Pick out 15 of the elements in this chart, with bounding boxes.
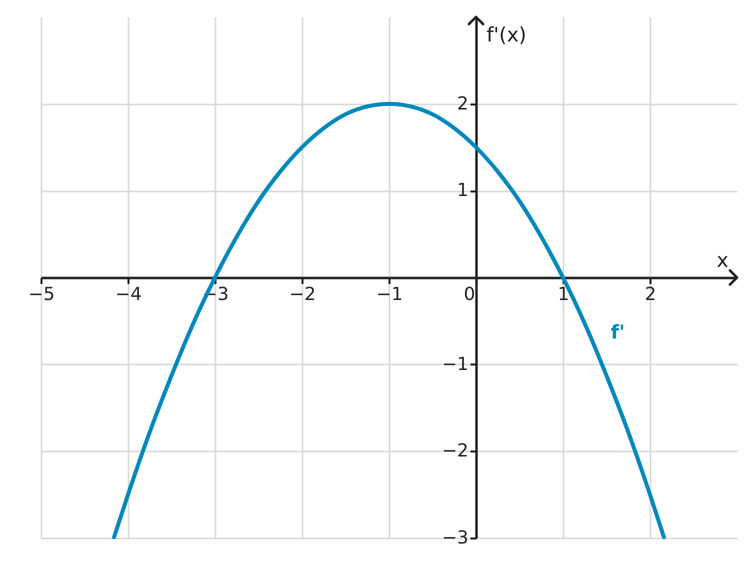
x-tick-label: −1	[376, 284, 403, 305]
x-tick-label: −4	[115, 284, 142, 305]
x-tick-label: −2	[289, 284, 316, 305]
x-axis-title: x	[716, 248, 729, 272]
y-tick-label: −1	[442, 354, 468, 375]
y-tick-label: −3	[442, 528, 468, 548]
y-tick-label: −2	[442, 440, 468, 462]
x-tick-label: 1	[558, 284, 570, 305]
series-label: f'	[610, 322, 625, 344]
y-tick-label: 1	[457, 180, 468, 202]
x-tick-label: −5	[28, 284, 55, 305]
x-tick-label: 2	[644, 284, 656, 305]
y-axis-title: f'(x)	[486, 22, 526, 46]
y-tick-label: 2	[457, 93, 468, 114]
x-tick-label: 0	[464, 284, 476, 305]
